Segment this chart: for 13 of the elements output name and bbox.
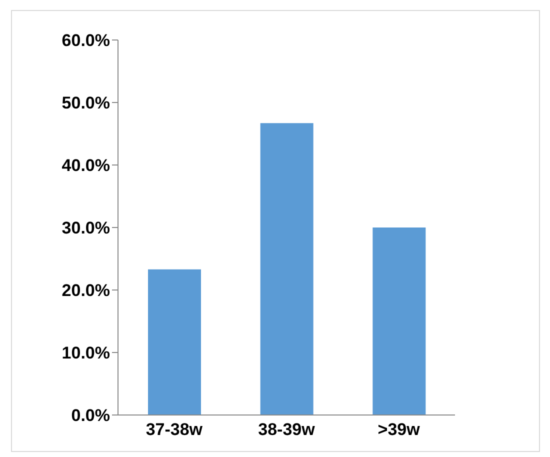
y-tick-label: 30.0% [62,218,110,238]
x-tick-label: >39w [378,420,421,440]
y-tick-label: 0.0% [71,406,110,426]
y-tick-label: 10.0% [62,344,110,363]
y-tick-label: 60.0% [62,31,110,50]
bar [260,123,314,415]
y-tick-label: 40.0% [62,156,110,176]
y-tick-label: 50.0% [62,94,110,113]
x-tick-label: 37-38w [146,420,204,440]
y-tick-label: 20.0% [62,281,110,300]
bar [372,228,426,415]
bar [148,269,201,415]
x-tick-label: 38-39w [258,420,316,440]
